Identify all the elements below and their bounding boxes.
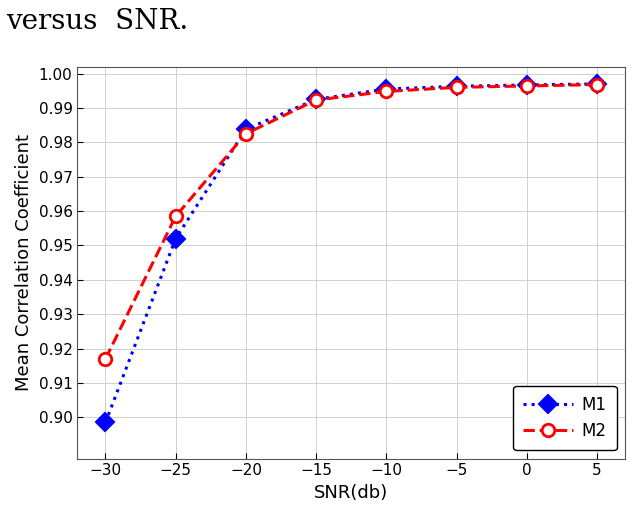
Text: versus  SNR.: versus SNR.	[6, 8, 189, 35]
M1	[593, 81, 601, 87]
M1	[452, 83, 460, 89]
M1	[102, 419, 109, 425]
M2	[593, 82, 601, 88]
M2	[242, 131, 250, 137]
Line: M1: M1	[99, 78, 603, 429]
M1	[312, 96, 320, 102]
M2	[452, 84, 460, 90]
M2	[312, 97, 320, 103]
M1	[523, 82, 531, 88]
X-axis label: SNR(db): SNR(db)	[314, 484, 388, 502]
M1	[383, 86, 390, 92]
Legend: M1, M2: M1, M2	[513, 386, 617, 450]
M1	[242, 126, 250, 132]
M2	[172, 213, 180, 219]
M2	[102, 356, 109, 362]
M2	[383, 88, 390, 95]
Line: M2: M2	[99, 78, 603, 365]
Y-axis label: Mean Correlation Coefficient: Mean Correlation Coefficient	[15, 134, 33, 391]
M2	[523, 83, 531, 89]
M1	[172, 235, 180, 241]
